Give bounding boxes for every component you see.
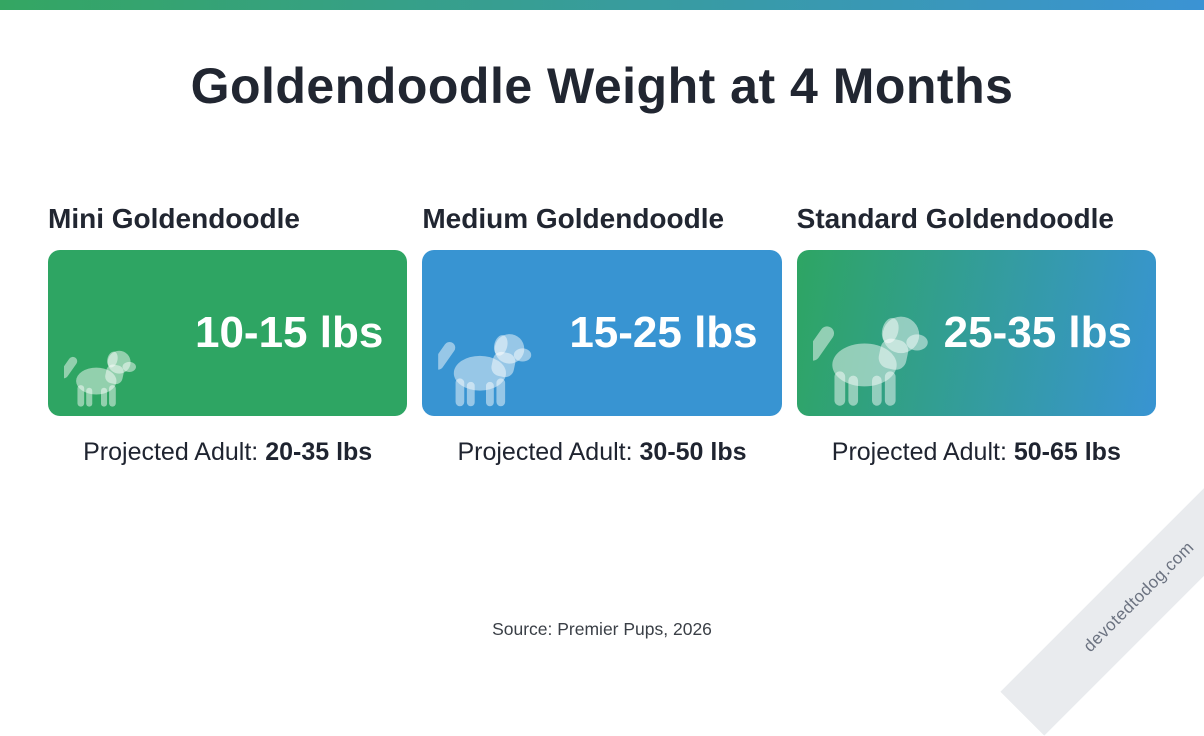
card-column-standard: Standard Goldendoodle 25-35 lbs Projecte… [796,202,1156,469]
breed-cards-row: Mini Goldendoodle 10-15 lbs Projected Ad… [48,202,1156,468]
page-title: Goldendoodle Weight at 4 Months [190,58,1014,114]
projected-label: Projected Adult: [83,437,266,466]
projected-value: 30-50 lbs [639,437,747,466]
card-column-medium: Medium Goldendoodle 15-25 lbs Projected … [422,202,782,469]
puppy-icon [813,309,931,408]
weight-value: 25-35 lbs [943,307,1132,357]
projected-label: Projected Adult: [457,437,640,466]
projected-value: 20-35 lbs [265,437,373,466]
weight-card-medium: 15-25 lbs [422,249,782,416]
top-accent-bar [0,0,1204,10]
weight-card-standard: 25-35 lbs [796,249,1156,416]
projected-adult-line: Projected Adult: 50-65 lbs [797,436,1156,469]
card-column-mini: Mini Goldendoodle 10-15 lbs Projected Ad… [48,202,408,469]
breed-name: Medium Goldendoodle [422,203,725,234]
source-attribution: Source: Premier Pups, 2026 [492,619,712,639]
weight-card-mini: 10-15 lbs [48,249,408,416]
weight-value: 15-25 lbs [569,307,758,357]
projected-adult-line: Projected Adult: 20-35 lbs [48,436,407,469]
breed-name: Mini Goldendoodle [48,203,300,234]
weight-value: 10-15 lbs [194,307,384,357]
projected-label: Projected Adult: [831,437,1014,466]
projected-adult-line: Projected Adult: 30-50 lbs [422,436,781,469]
breed-name: Standard Goldendoodle [796,203,1114,234]
projected-value: 50-65 lbs [1013,437,1121,466]
puppy-icon [438,328,534,408]
watermark-ribbon: devotedtodog.com [1000,458,1204,736]
puppy-icon [64,346,138,408]
